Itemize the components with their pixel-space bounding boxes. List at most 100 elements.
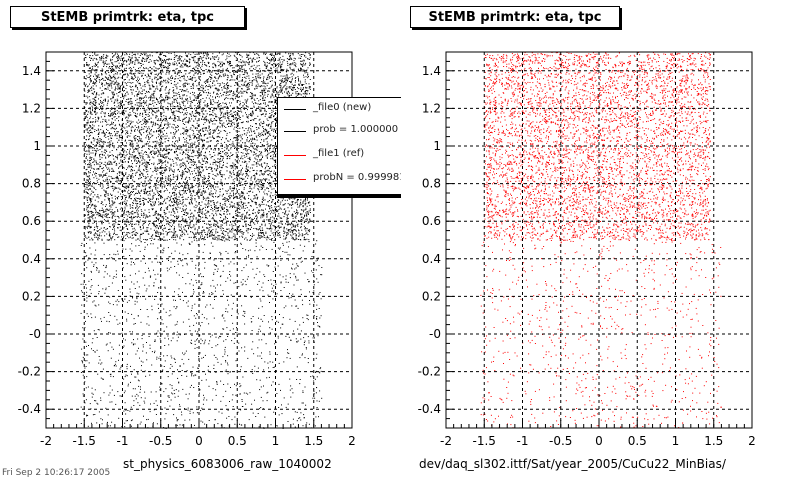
scatter-point [292,198,294,200]
scatter-point [97,239,99,241]
scatter-point [90,152,92,154]
scatter-point [250,235,251,236]
scatter-point [123,159,125,160]
scatter-point [98,213,100,214]
scatter-point [105,57,106,59]
scatter-point [195,118,196,120]
scatter-point [144,81,146,83]
scatter-point [289,67,291,69]
scatter-point [173,199,175,201]
scatter-point [227,94,229,96]
scatter-point [155,235,157,237]
scatter-point [256,216,258,218]
scatter-point [187,233,189,235]
scatter-point [149,133,150,135]
scatter-point [99,184,101,186]
scatter-point [168,103,170,105]
scatter-point [137,107,139,109]
scatter-point [263,102,264,104]
scatter-point [128,211,129,213]
scatter-point [287,62,289,64]
scatter-point [288,90,289,92]
scatter-point [304,203,306,205]
scatter-point [142,57,144,59]
scatter-point [196,155,198,157]
scatter-point [221,123,223,125]
scatter-point [143,203,145,204]
scatter-point [87,231,89,233]
scatter-point [264,110,266,112]
scatter-point [147,191,149,192]
scatter-point [108,239,110,241]
scatter-point [249,239,251,241]
scatter-point [194,195,196,196]
scatter-point [136,109,138,111]
scatter-point [153,131,155,133]
scatter-point [115,70,117,72]
scatter-point [100,106,102,108]
scatter-point [277,205,279,207]
scatter-point [212,63,214,65]
scatter-point [119,166,121,168]
scatter-point [166,189,168,191]
scatter-point [271,177,273,179]
scatter-point [179,103,181,105]
scatter-point [151,189,153,191]
scatter-point [195,201,197,203]
scatter-point [108,132,110,134]
scatter-point [148,187,150,189]
scatter-point [156,111,158,113]
scatter-point [277,235,279,237]
scatter-point [153,204,155,206]
scatter-point [179,71,181,73]
scatter-point [221,176,223,178]
scatter-point [287,77,288,79]
scatter-point [91,69,93,71]
scatter-point [124,206,126,208]
scatter-point [172,105,174,107]
scatter-point [181,91,183,92]
scatter-point [139,169,141,171]
scatter-point [209,235,211,237]
scatter-point [278,205,280,207]
scatter-point [309,86,311,88]
scatter-point [101,187,103,189]
scatter-point [233,163,235,165]
scatter-point [253,105,255,107]
scatter-point [256,53,258,55]
scatter-point [195,110,197,112]
scatter-point [261,144,263,146]
scatter-point [207,196,209,198]
scatter-point [247,130,249,132]
scatter-point [197,88,199,90]
scatter-point [219,63,221,65]
scatter-point [192,218,194,220]
scatter-point [233,122,235,124]
scatter-point [174,202,176,203]
scatter-point [99,144,101,146]
scatter-point [92,212,94,213]
scatter-point [125,185,127,187]
scatter-point [273,236,275,238]
scatter-point [141,159,143,161]
scatter-point [232,93,234,95]
scatter-point [230,148,232,150]
scatter-point [229,170,231,172]
scatter-point [271,228,273,230]
scatter-point [151,71,153,73]
scatter-point [136,110,138,112]
scatter-point [105,136,107,138]
scatter-point [87,227,88,229]
scatter-point [173,186,175,188]
scatter-point [163,99,165,101]
scatter-point [164,141,166,143]
scatter-point [149,59,151,60]
scatter-point [196,99,197,101]
scatter-point [207,80,209,82]
scatter-point [295,80,296,82]
scatter-point [102,204,104,206]
scatter-point [164,55,166,57]
scatter-point [242,236,244,238]
scatter-point [142,173,144,175]
scatter-point [237,175,239,177]
